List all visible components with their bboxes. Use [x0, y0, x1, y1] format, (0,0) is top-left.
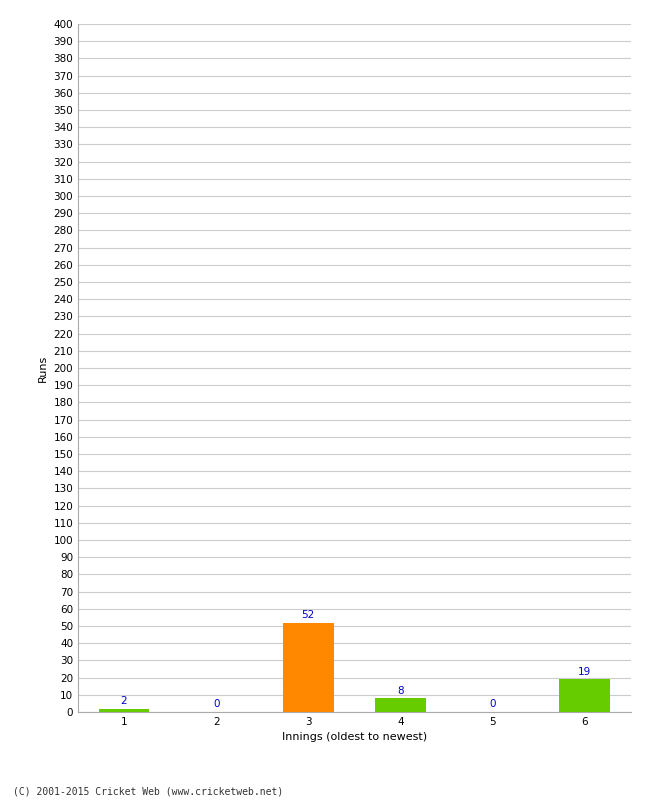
Bar	[375, 698, 426, 712]
Text: 0: 0	[489, 699, 495, 710]
Text: 0: 0	[213, 699, 220, 710]
Text: 52: 52	[302, 610, 315, 620]
Bar	[283, 622, 333, 712]
Text: 19: 19	[578, 666, 591, 677]
Text: 2: 2	[121, 696, 127, 706]
Bar	[559, 679, 610, 712]
X-axis label: Innings (oldest to newest): Innings (oldest to newest)	[281, 733, 427, 742]
Bar	[99, 709, 150, 712]
Y-axis label: Runs: Runs	[38, 354, 48, 382]
Text: 8: 8	[397, 686, 404, 696]
Text: (C) 2001-2015 Cricket Web (www.cricketweb.net): (C) 2001-2015 Cricket Web (www.cricketwe…	[13, 786, 283, 796]
